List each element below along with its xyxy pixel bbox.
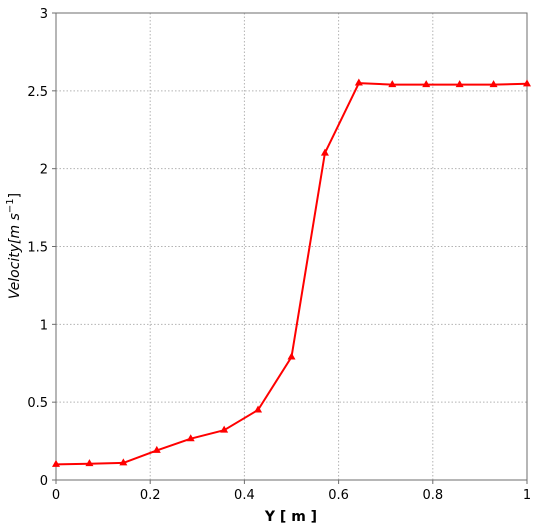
data-point-triangle (523, 79, 531, 87)
data-point-triangle (254, 405, 263, 413)
x-tick-label: 1 (523, 488, 531, 503)
data-point-triangle (152, 445, 161, 453)
y-tick-label: 3 (40, 7, 48, 22)
y-axis-title: Velocity[m s−1] (5, 193, 23, 299)
axis-ticks: 0 0.2 0.4 0.6 0.8 1 0 0.5 1 1.5 2 2.5 3 (27, 7, 531, 503)
data-point-triangle (52, 459, 60, 467)
data-point-triangle (388, 80, 397, 88)
data-point-triangle (489, 80, 498, 88)
data-point-triangle (320, 148, 329, 156)
y-axis-title-unit: [m s (7, 213, 23, 244)
y-tick-label: 0.5 (27, 396, 48, 411)
data-point-triangle (85, 459, 94, 467)
grid (55, 12, 528, 481)
data-point-triangle (186, 434, 195, 442)
y-axis-title-main: Velocity (7, 243, 23, 299)
data-point-triangle (287, 352, 296, 360)
y-tick-label: 1 (40, 318, 48, 333)
y-axis-title-exponent: −1 (5, 198, 16, 213)
x-tick-label: 0 (52, 488, 60, 503)
y-axis-title-unit-close: ] (7, 193, 23, 198)
x-tick-label: 0.6 (328, 488, 349, 503)
x-tick-label: 0.2 (140, 488, 161, 503)
y-tick-label: 0 (40, 474, 48, 489)
data-point-triangle (220, 425, 229, 433)
x-tick-label: 0.4 (234, 488, 255, 503)
y-tick-label: 1.5 (27, 241, 48, 256)
x-tick-label: 0.8 (422, 488, 443, 503)
data-point-triangle (455, 80, 464, 88)
data-point-triangle (354, 78, 363, 86)
data-point-triangle (119, 458, 128, 466)
y-tick-label: 2.5 (27, 85, 48, 100)
data-point-triangle (422, 80, 431, 88)
velocity-series-line (55, 82, 528, 466)
y-tick-label: 2 (40, 163, 48, 178)
series-layer (52, 78, 531, 467)
x-axis-title: Y [ m ] (264, 509, 317, 525)
